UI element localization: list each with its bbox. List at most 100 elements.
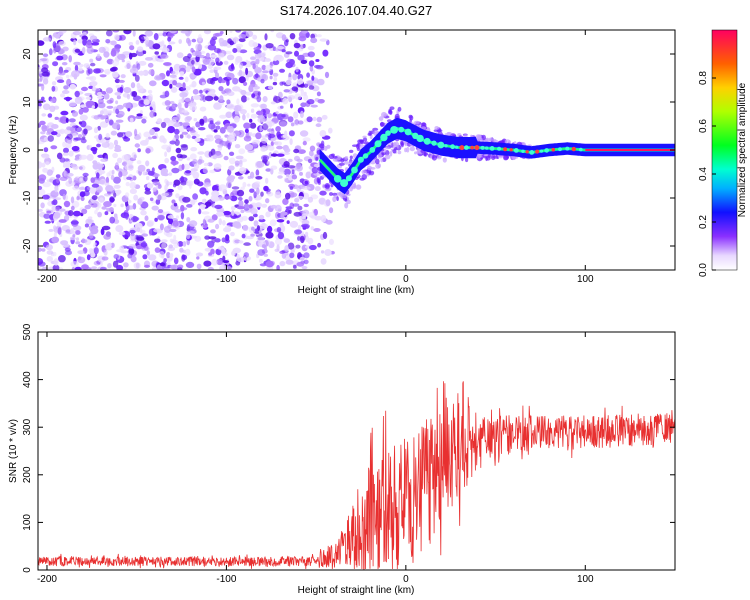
noise-blob [255, 132, 262, 140]
noise-blob [283, 152, 290, 155]
noise-blob [250, 233, 255, 237]
noise-blob [161, 192, 170, 197]
noise-blob [255, 187, 260, 195]
noise-blob [97, 96, 104, 99]
noise-blob [145, 57, 153, 61]
signal-node [474, 145, 480, 151]
noise-blob [81, 47, 86, 54]
noise-blob [212, 185, 220, 192]
signal-halo-blob [492, 139, 495, 144]
signal-node [513, 148, 519, 153]
noise-blob [148, 69, 155, 76]
noise-blob [293, 111, 299, 119]
noise-blob [44, 220, 51, 224]
signal-halo-blob [361, 169, 366, 175]
noise-blob [113, 192, 117, 198]
noise-blob [243, 135, 252, 142]
signal-node [539, 149, 544, 153]
noise-blob [275, 111, 279, 115]
noise-blob [89, 58, 94, 63]
noise-blob [103, 233, 111, 240]
signal-halo-blob [355, 143, 360, 149]
noise-blob [100, 110, 104, 115]
noise-blob [142, 240, 147, 249]
noise-blob [159, 94, 167, 99]
noise-blob [91, 105, 96, 109]
noise-blob [79, 177, 83, 182]
noise-blob [273, 76, 278, 82]
noise-blob [308, 85, 315, 90]
noise-blob [190, 147, 198, 152]
noise-blob [38, 188, 46, 196]
noise-blob [101, 256, 109, 261]
noise-blob [121, 59, 125, 63]
noise-blob [159, 135, 166, 143]
noise-blob [199, 187, 207, 195]
noise-blob [121, 154, 129, 162]
noise-blob [198, 63, 203, 69]
noise-blob [142, 50, 147, 54]
noise-blob [197, 34, 202, 42]
signal-node [444, 144, 448, 148]
noise-blob [328, 127, 333, 134]
noise-blob [85, 96, 92, 100]
noise-blob [152, 187, 157, 192]
noise-blob [310, 33, 316, 39]
signal-node [351, 166, 358, 174]
signal-node [345, 175, 352, 182]
noise-blob [245, 30, 254, 38]
noise-blob [201, 81, 206, 85]
noise-blob [268, 152, 273, 158]
noise-blob [243, 81, 248, 86]
noise-blob [98, 179, 105, 185]
noise-blob [167, 36, 172, 42]
noise-blob [195, 121, 201, 128]
snr-x-axis-title: Height of straight line (km) [298, 585, 415, 596]
noise-blob [65, 162, 71, 169]
noise-blob [42, 167, 48, 173]
noise-blob [106, 110, 113, 114]
noise-blob [309, 244, 317, 251]
noise-blob [71, 266, 76, 270]
noise-blob [123, 87, 132, 94]
noise-blob [138, 100, 146, 107]
noise-blob [268, 85, 273, 90]
noise-blob [140, 201, 149, 209]
noise-blob [297, 224, 302, 230]
noise-blob [289, 252, 295, 259]
colorbar-tick-label: 0.8 [698, 71, 709, 85]
noise-blob [160, 54, 169, 59]
signal-halo-blob [381, 111, 387, 118]
noise-blob [184, 101, 189, 109]
noise-blob [46, 125, 50, 132]
noise-blob [230, 206, 236, 211]
noise-blob [86, 153, 94, 162]
noise-blob [61, 90, 70, 94]
signal-halo-blob [437, 129, 443, 133]
noise-blob [112, 152, 118, 159]
noise-blob [186, 157, 191, 161]
noise-blob [304, 180, 309, 185]
noise-blob [51, 81, 57, 86]
noise-blob [265, 260, 274, 268]
noise-blob [239, 109, 247, 115]
signal-node [489, 146, 495, 151]
noise-blob [163, 62, 172, 66]
noise-blob [93, 68, 101, 74]
noise-blob [249, 118, 253, 123]
noise-blob [203, 182, 212, 187]
noise-blob [129, 67, 139, 74]
noise-blob [222, 220, 226, 226]
noise-blob [71, 70, 80, 78]
noise-blob [133, 194, 139, 201]
noise-blob [280, 211, 288, 216]
noise-blob [216, 248, 222, 256]
noise-blob [158, 251, 165, 259]
noise-blob [173, 128, 180, 135]
signal-halo-blob [409, 146, 415, 152]
noise-blob [232, 86, 241, 92]
noise-blob [306, 116, 313, 123]
noise-blob [289, 220, 299, 228]
noise-blob [74, 64, 79, 73]
